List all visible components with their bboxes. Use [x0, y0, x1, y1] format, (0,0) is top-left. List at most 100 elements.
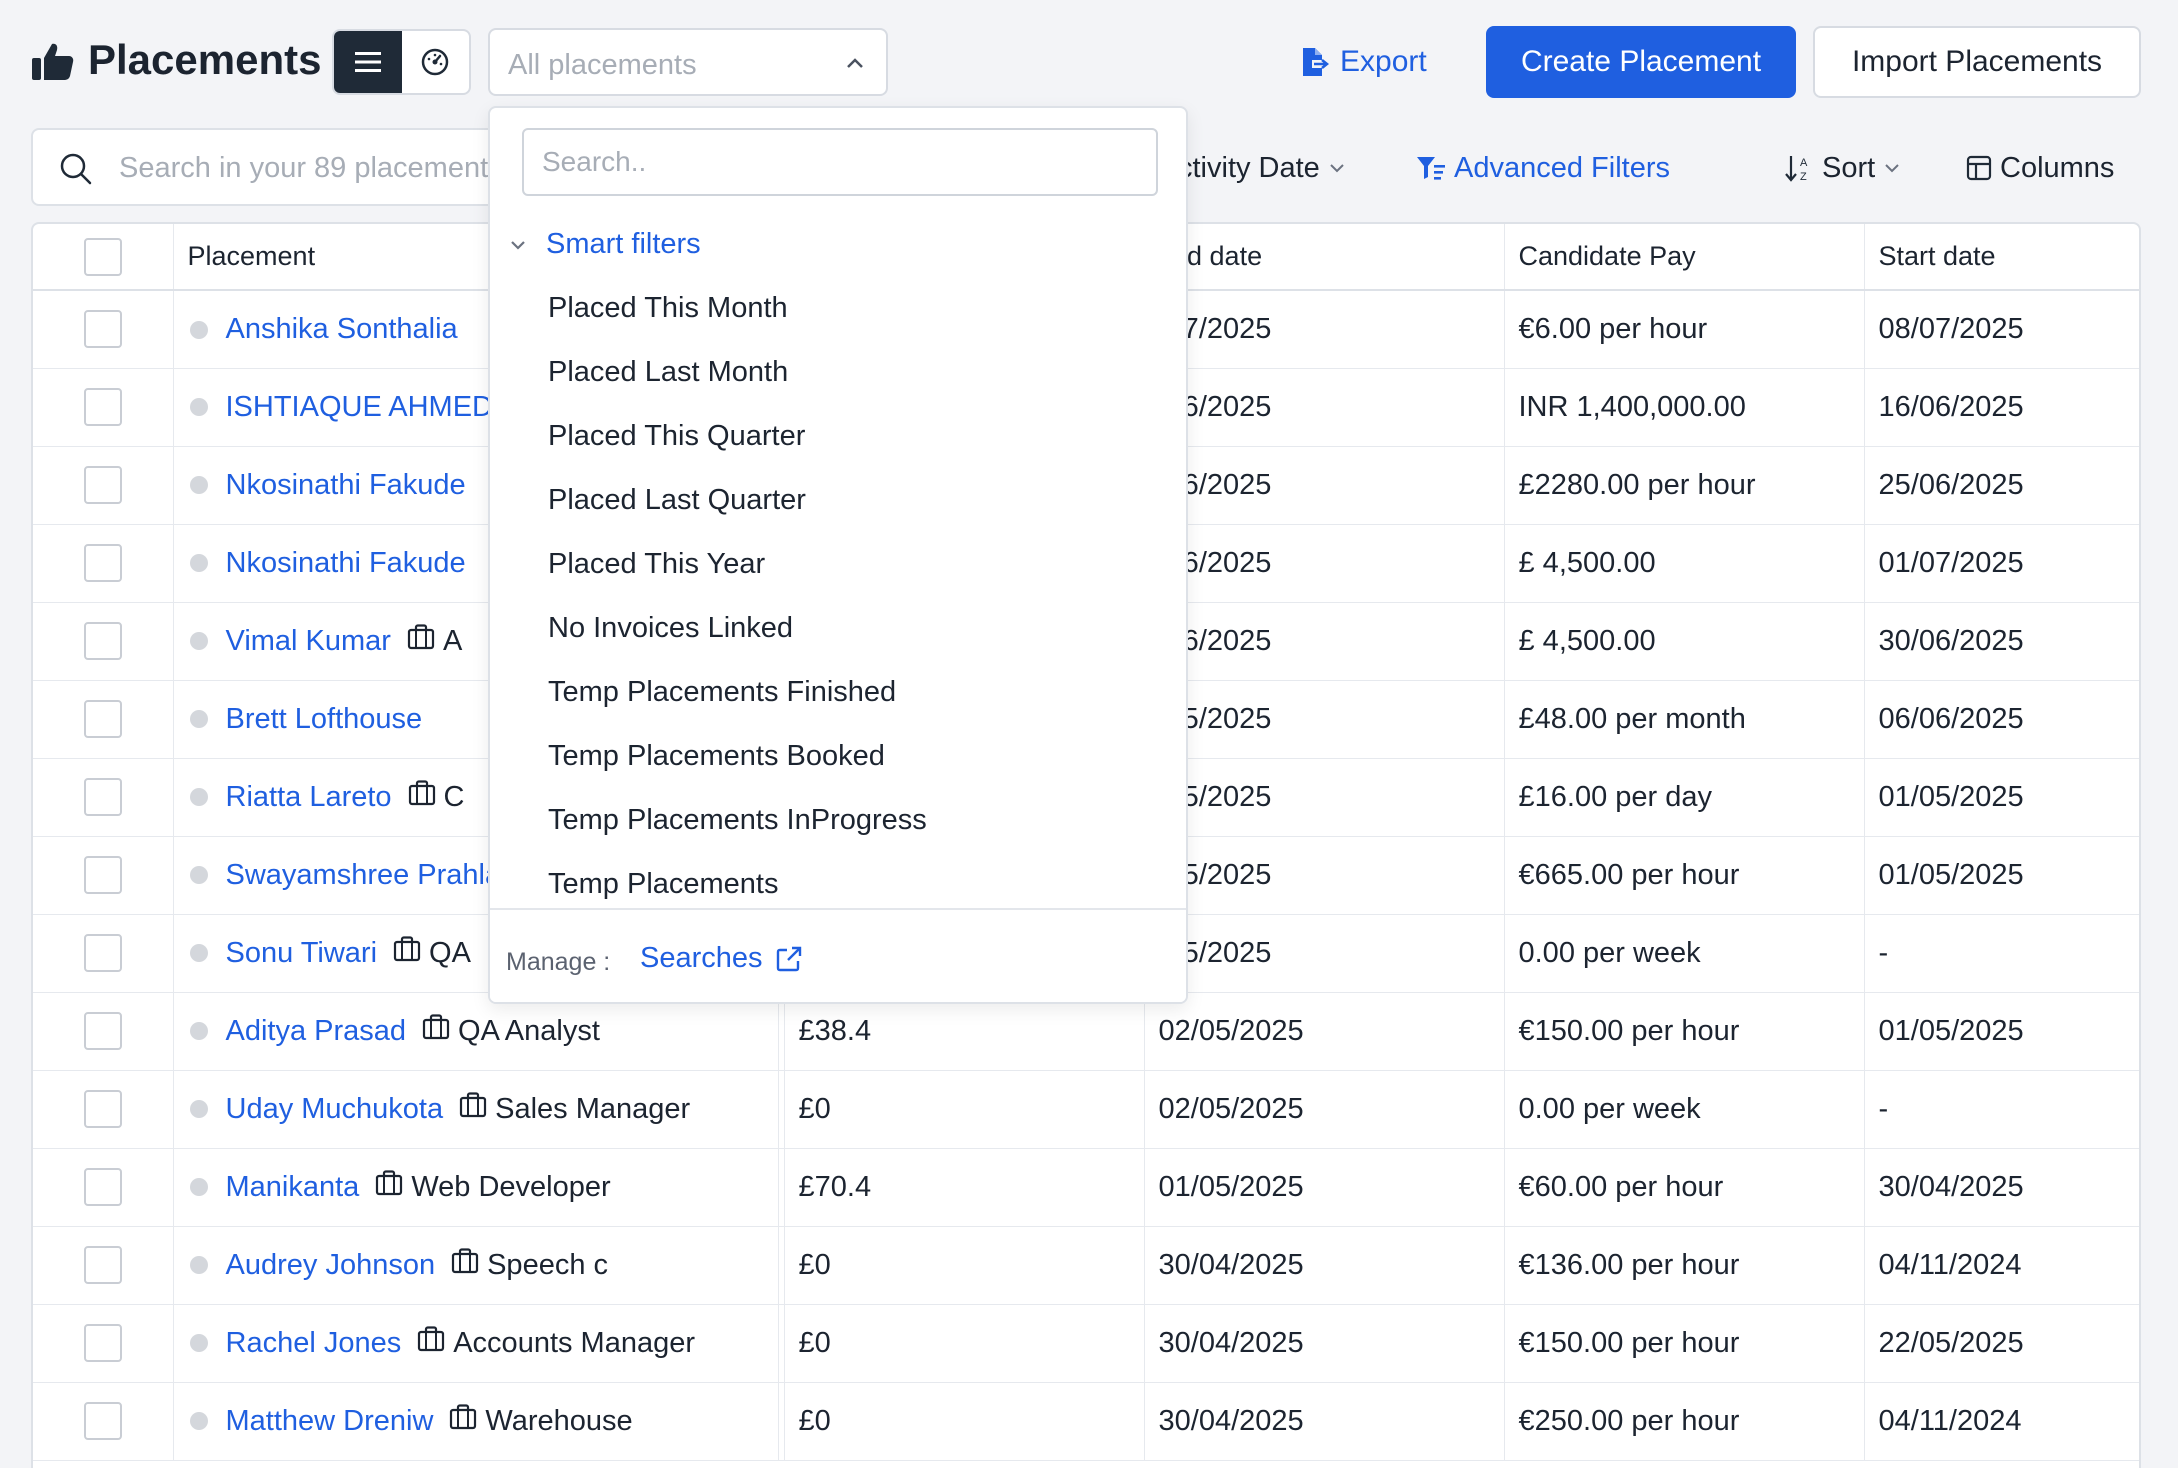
job-title[interactable]: Web Developer [411, 1170, 611, 1203]
status-dot [189, 398, 208, 417]
row-checkbox[interactable] [83, 1246, 122, 1284]
placed-date-cell: 02/05/2025 [1144, 992, 1505, 1071]
smart-filter-item[interactable]: Placed This Quarter [548, 420, 806, 452]
candidate-pay-cell: €150.00 per hour [1504, 992, 1865, 1071]
select-all-cell [33, 224, 174, 291]
candidate-name-link[interactable]: Aditya Prasad [225, 1014, 407, 1047]
columns-icon [1966, 155, 1992, 181]
job-title[interactable]: Warehouse [485, 1404, 633, 1437]
fee-cell: £0 [784, 1304, 1145, 1383]
placement-view-select[interactable]: All placements [488, 28, 888, 96]
smart-filters-group-toggle[interactable]: Smart filters [508, 228, 701, 261]
briefcase-icon [417, 1326, 445, 1360]
export-button[interactable]: Export [1300, 28, 1427, 96]
column-header-candidate-pay[interactable]: Candidate Pay [1504, 224, 1865, 291]
placed-date-cell: /07/2025 [1144, 290, 1505, 369]
placement-cell: Audrey Johnson Speech c [173, 1226, 779, 1305]
job-title[interactable]: QA Analyst [458, 1014, 600, 1047]
job-title[interactable]: Accounts Manager [453, 1326, 696, 1359]
placed-date-cell: 02/05/2025 [1144, 1070, 1505, 1149]
create-placement-button[interactable]: Create Placement [1486, 26, 1796, 98]
row-checkbox[interactable] [83, 700, 122, 738]
candidate-name-link[interactable]: Audrey Johnson [225, 1248, 436, 1281]
job-title[interactable]: A [442, 624, 463, 657]
row-checkbox[interactable] [83, 622, 122, 660]
start-date-cell: 06/06/2025 [1864, 680, 2139, 759]
candidate-name-link[interactable]: Rachel Jones [225, 1326, 402, 1359]
job-title[interactable]: C [443, 780, 465, 813]
row-checkbox[interactable] [83, 778, 122, 816]
sort-button[interactable]: A Z Sort [1784, 148, 1901, 188]
smart-filter-item[interactable]: Temp Placements InProgress [548, 804, 927, 836]
column-header-placed-date[interactable]: ced date [1144, 224, 1505, 291]
spacer-cell [778, 992, 785, 1071]
status-dot [189, 866, 208, 885]
chevron-down-icon [511, 240, 525, 250]
dashboard-view-button[interactable] [402, 31, 470, 93]
smart-filter-item[interactable]: Temp Placements Booked [548, 740, 885, 772]
candidate-name-link[interactable]: Anshika Sonthalia [225, 313, 458, 346]
candidate-name-link[interactable]: Sonu Tiwari [225, 936, 378, 969]
row-checkbox[interactable] [83, 1324, 122, 1362]
smart-filter-item[interactable]: No Invoices Linked [548, 612, 794, 644]
svg-text:A: A [1800, 157, 1808, 169]
row-checkbox[interactable] [83, 934, 122, 972]
row-checkbox[interactable] [83, 856, 122, 894]
row-checkbox[interactable] [83, 544, 122, 582]
candidate-name-link[interactable]: Riatta Lareto [225, 780, 392, 813]
candidate-name-link[interactable]: Nkosinathi Fakude [225, 468, 466, 501]
candidate-pay-cell: £2280.00 per hour [1504, 446, 1865, 525]
dropdown-search-input[interactable] [524, 130, 1156, 194]
candidate-name-link[interactable]: Swayamshree Prahlad [225, 858, 518, 891]
placement-cell: Matthew Dreniw Warehouse [173, 1382, 779, 1461]
list-view-button[interactable] [334, 31, 402, 93]
list-view-icon [354, 52, 381, 72]
row-checkbox[interactable] [83, 1012, 122, 1050]
candidate-name-link[interactable]: Brett Lofthouse [225, 702, 423, 735]
advanced-filters-button[interactable]: Advanced Filters [1416, 148, 1670, 188]
placed-date-cell: /06/2025 [1144, 602, 1505, 681]
candidate-pay-cell: £ 4,500.00 [1504, 524, 1865, 603]
smart-filter-item[interactable]: Placed Last Quarter [548, 484, 806, 516]
row-checkbox[interactable] [83, 466, 122, 504]
status-dot [189, 788, 208, 807]
candidate-name-link[interactable]: Manikanta [225, 1170, 360, 1203]
row-checkbox[interactable] [83, 1168, 122, 1206]
job-title[interactable]: QA [429, 936, 471, 969]
placement-view-dropdown: Smart filters Placed This Month Placed La… [488, 106, 1188, 1004]
dashboard-icon [422, 48, 449, 76]
status-dot [189, 1334, 208, 1353]
candidate-pay-cell: 0.00 per week [1504, 914, 1865, 993]
candidate-pay-cell: 0.00 per week [1504, 1070, 1865, 1149]
candidate-name-link[interactable]: Matthew Dreniw [225, 1404, 434, 1437]
row-checkbox[interactable] [83, 388, 122, 426]
smart-filter-item[interactable]: Placed This Year [548, 548, 766, 580]
smart-filter-item[interactable]: Placed Last Month [548, 356, 789, 388]
fee-cell: £0 [784, 1226, 1145, 1305]
select-all-checkbox[interactable] [83, 237, 122, 276]
import-placements-button[interactable]: Import Placements [1813, 26, 2141, 98]
activity-date-label: ctivity Date [1178, 151, 1320, 184]
row-select-cell [33, 368, 174, 447]
job-title[interactable]: Sales Manager [495, 1092, 691, 1125]
spacer-cell [778, 1304, 785, 1383]
manage-searches-link[interactable]: Searches [640, 942, 803, 975]
search-input[interactable] [119, 144, 519, 192]
row-checkbox[interactable] [83, 1402, 122, 1440]
candidate-name-link[interactable]: Nkosinathi Fakude [225, 546, 466, 579]
candidate-name-link[interactable]: ISHTIAQUE AHMED [225, 390, 494, 423]
status-dot [189, 1022, 208, 1041]
columns-button[interactable]: Columns [1966, 148, 2114, 188]
row-checkbox[interactable] [83, 310, 122, 349]
candidate-name-link[interactable]: Vimal Kumar [225, 624, 391, 657]
job-title[interactable]: Speech c [487, 1248, 609, 1281]
start-date-cell: 01/07/2025 [1864, 524, 2139, 603]
start-date-cell: 01/05/2025 [1864, 758, 2139, 837]
activity-date-filter[interactable]: ctivity Date [1178, 148, 1346, 188]
row-checkbox[interactable] [83, 1090, 122, 1128]
smart-filter-item[interactable]: Temp Placements Finished [548, 676, 897, 708]
smart-filter-item[interactable]: Placed This Month [548, 292, 788, 324]
smart-filter-item[interactable]: Temp Placements [548, 868, 779, 900]
column-header-start-date[interactable]: Start date [1864, 224, 2139, 291]
candidate-name-link[interactable]: Uday Muchukota [225, 1092, 444, 1125]
